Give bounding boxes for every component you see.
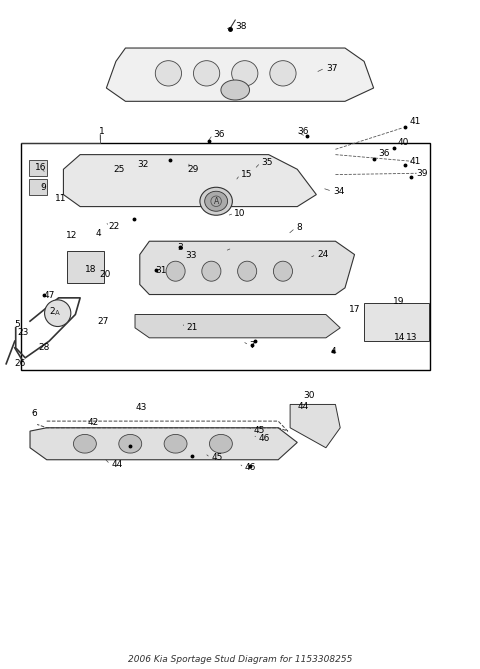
Text: 20: 20: [99, 270, 110, 279]
Ellipse shape: [204, 191, 228, 211]
Polygon shape: [364, 302, 429, 341]
Text: 4: 4: [331, 347, 336, 356]
Text: 22: 22: [109, 222, 120, 231]
Polygon shape: [67, 252, 104, 282]
Text: 35: 35: [262, 158, 273, 167]
Polygon shape: [290, 405, 340, 448]
Ellipse shape: [156, 61, 181, 86]
Text: 27: 27: [98, 316, 109, 326]
Text: 1: 1: [99, 127, 105, 136]
Text: A: A: [214, 197, 219, 206]
Ellipse shape: [221, 80, 250, 100]
Bar: [29, 160, 47, 176]
Text: 2: 2: [49, 307, 55, 316]
Text: 38: 38: [235, 21, 247, 31]
Ellipse shape: [164, 434, 187, 453]
Text: 19: 19: [393, 296, 404, 306]
Text: 6: 6: [31, 409, 37, 417]
Polygon shape: [30, 427, 297, 460]
Text: 44: 44: [297, 402, 309, 411]
Text: 37: 37: [326, 64, 337, 72]
Text: 36: 36: [378, 149, 390, 158]
Text: 30: 30: [303, 391, 314, 400]
Polygon shape: [107, 48, 373, 101]
Ellipse shape: [200, 187, 232, 215]
Ellipse shape: [274, 261, 292, 281]
Text: 25: 25: [114, 165, 125, 174]
Text: 29: 29: [188, 165, 199, 174]
Text: 18: 18: [85, 265, 96, 274]
Ellipse shape: [45, 300, 71, 326]
Text: 36: 36: [297, 127, 309, 136]
Text: 41: 41: [409, 117, 421, 126]
Text: 8: 8: [296, 223, 302, 232]
Text: 47: 47: [43, 292, 55, 300]
Text: 46: 46: [258, 434, 269, 443]
Text: 33: 33: [185, 252, 197, 260]
Text: 14: 14: [394, 332, 405, 342]
Text: 45: 45: [211, 454, 223, 462]
Text: 39: 39: [417, 169, 428, 178]
Text: 32: 32: [137, 160, 149, 169]
Text: 13: 13: [406, 332, 418, 342]
Polygon shape: [63, 155, 316, 207]
Ellipse shape: [202, 261, 221, 281]
Text: 42: 42: [87, 418, 98, 427]
Text: 44: 44: [111, 460, 122, 469]
Ellipse shape: [193, 61, 220, 86]
Text: 17: 17: [349, 304, 360, 314]
Text: 11: 11: [55, 194, 66, 203]
Text: 21: 21: [187, 323, 198, 332]
Text: 41: 41: [409, 157, 421, 166]
Text: A: A: [55, 310, 60, 316]
Text: 15: 15: [241, 170, 252, 179]
Text: 26: 26: [15, 359, 26, 369]
Text: 31: 31: [155, 266, 167, 275]
Text: 9: 9: [40, 183, 46, 193]
Text: 34: 34: [333, 187, 345, 196]
Text: 7: 7: [250, 341, 255, 350]
Text: 10: 10: [234, 209, 246, 217]
Text: 3: 3: [177, 244, 183, 252]
Text: 43: 43: [136, 403, 147, 412]
Ellipse shape: [166, 261, 185, 281]
Ellipse shape: [232, 61, 258, 86]
Polygon shape: [140, 242, 355, 294]
Ellipse shape: [209, 434, 232, 453]
Text: 28: 28: [38, 343, 50, 353]
Text: 16: 16: [35, 163, 46, 173]
Text: 12: 12: [66, 231, 77, 240]
Text: 24: 24: [317, 250, 329, 259]
Text: 46: 46: [245, 463, 256, 472]
Ellipse shape: [73, 434, 96, 453]
Text: 2006 Kia Sportage Stud Diagram for 1153308255: 2006 Kia Sportage Stud Diagram for 11533…: [128, 655, 352, 664]
Text: 40: 40: [397, 138, 409, 147]
Text: 5: 5: [15, 320, 21, 329]
Ellipse shape: [238, 261, 257, 281]
Polygon shape: [135, 314, 340, 338]
Text: 36: 36: [214, 130, 225, 139]
Ellipse shape: [270, 61, 296, 86]
Bar: [29, 179, 47, 195]
Text: 23: 23: [17, 328, 28, 337]
Text: 45: 45: [253, 426, 265, 435]
Text: 4: 4: [96, 229, 101, 237]
Ellipse shape: [119, 434, 142, 453]
